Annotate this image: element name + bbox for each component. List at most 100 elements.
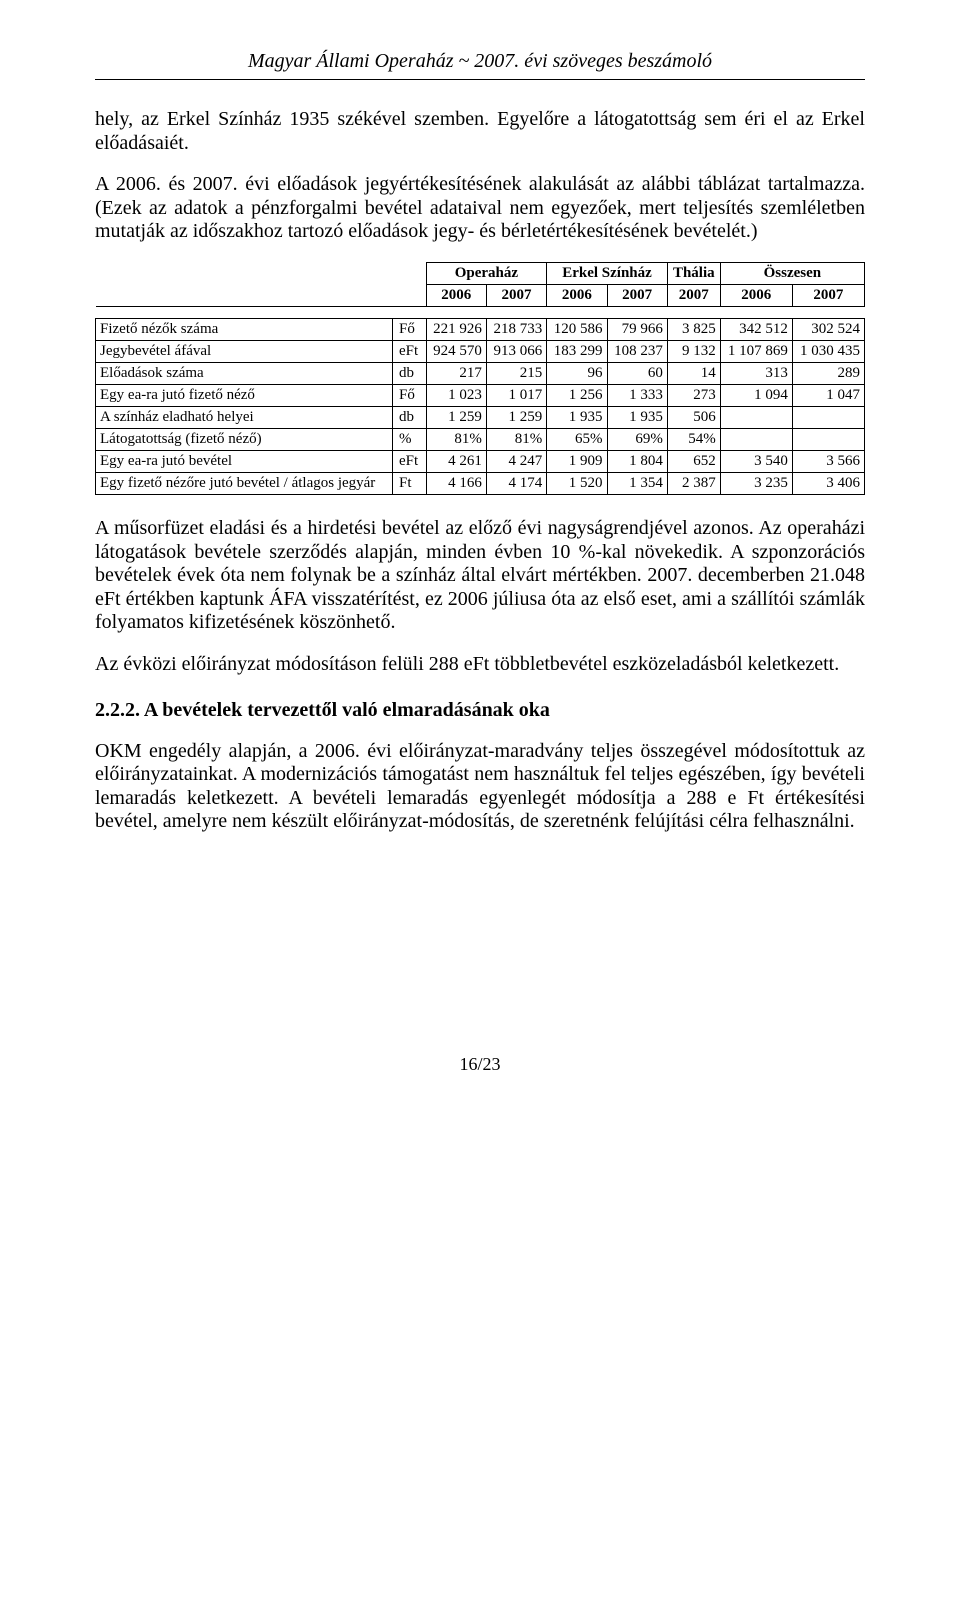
row-unit: % [392,428,426,450]
cell-value: 81% [486,428,546,450]
cell-value: 1 107 869 [720,340,792,362]
cell-value: 1 333 [607,384,667,406]
cell-value: 3 566 [792,450,864,472]
cell-value: 1 935 [547,406,607,428]
row-label: Fizető nézők száma [96,318,393,340]
table-row: Előadások száma db 217 215 96 60 14 313 … [96,362,865,384]
data-table: Operaház Erkel Színház Thália Összesen 2… [95,262,865,495]
col-group-osszesen: Összesen [720,262,864,284]
table-row: Látogatottság (fizető néző) % 81% 81% 65… [96,428,865,450]
cell-value: 1 259 [486,406,546,428]
cell-value: 2 387 [667,472,720,494]
cell-value: 217 [426,362,486,384]
paragraph-5: OKM engedély alapján, a 2006. évi előirá… [95,740,865,834]
cell-value: 79 966 [607,318,667,340]
cell-value: 1 354 [607,472,667,494]
row-unit: Ft [392,472,426,494]
col-group-erkel: Erkel Színház [547,262,668,284]
cell-value: 302 524 [792,318,864,340]
cell-value: 14 [667,362,720,384]
cell-value [792,406,864,428]
col-group-operahaz: Operaház [426,262,547,284]
year-header: 2007 [486,284,546,306]
cell-value: 506 [667,406,720,428]
year-header: 2007 [792,284,864,306]
cell-value: 221 926 [426,318,486,340]
table-year-header-row: 2006 2007 2006 2007 2007 2006 2007 [96,284,865,306]
cell-value: 1 017 [486,384,546,406]
cell-value: 9 132 [667,340,720,362]
year-header: 2006 [547,284,607,306]
paragraph-3: A műsorfüzet eladási és a hirdetési bevé… [95,517,865,635]
cell-value: 1 935 [607,406,667,428]
row-label: Jegybevétel áfával [96,340,393,362]
cell-value: 652 [667,450,720,472]
row-unit: Fő [392,318,426,340]
col-group-thalia: Thália [667,262,720,284]
cell-value: 1 047 [792,384,864,406]
page-header-title: Magyar Állami Operaház ~ 2007. évi szöve… [95,50,865,73]
section-heading: 2.2.2. A bevételek tervezettől való elma… [95,699,865,722]
row-label: A színház eladható helyei [96,406,393,428]
header-rule [95,79,865,80]
row-label: Egy ea-ra jutó fizető néző [96,384,393,406]
row-unit: eFt [392,450,426,472]
cell-value: 120 586 [547,318,607,340]
cell-value: 3 235 [720,472,792,494]
cell-value: 313 [720,362,792,384]
cell-value: 3 406 [792,472,864,494]
cell-value: 1 023 [426,384,486,406]
cell-value: 183 299 [547,340,607,362]
page-container: Magyar Állami Operaház ~ 2007. évi szöve… [0,0,960,1115]
cell-value: 3 540 [720,450,792,472]
table-group-header-row: Operaház Erkel Színház Thália Összesen [96,262,865,284]
row-unit: Fő [392,384,426,406]
cell-value [720,428,792,450]
year-header: 2007 [607,284,667,306]
cell-value: 1 520 [547,472,607,494]
row-label: Előadások száma [96,362,393,384]
cell-value: 4 174 [486,472,546,494]
cell-value: 4 261 [426,450,486,472]
cell-value [720,406,792,428]
row-unit: db [392,406,426,428]
table-row: Jegybevétel áfával eFt 924 570 913 066 1… [96,340,865,362]
row-label: Egy ea-ra jutó bevétel [96,450,393,472]
cell-value: 4 247 [486,450,546,472]
cell-value [792,428,864,450]
year-header: 2006 [426,284,486,306]
cell-value: 273 [667,384,720,406]
cell-value: 289 [792,362,864,384]
cell-value: 913 066 [486,340,546,362]
cell-value: 3 825 [667,318,720,340]
table-row: A színház eladható helyei db 1 259 1 259… [96,406,865,428]
cell-value: 342 512 [720,318,792,340]
table-row: Egy ea-ra jutó fizető néző Fő 1 023 1 01… [96,384,865,406]
cell-value: 4 166 [426,472,486,494]
cell-value: 1 256 [547,384,607,406]
cell-value: 215 [486,362,546,384]
table-row: Fizető nézők száma Fő 221 926 218 733 12… [96,318,865,340]
cell-value: 54% [667,428,720,450]
page-number: 16/23 [95,1054,865,1075]
year-header: 2006 [720,284,792,306]
table-row: Egy ea-ra jutó bevétel eFt 4 261 4 247 1… [96,450,865,472]
table-spacer-row [96,306,865,318]
cell-value: 924 570 [426,340,486,362]
row-label: Látogatottság (fizető néző) [96,428,393,450]
row-label: Egy fizető nézőre jutó bevétel / átlagos… [96,472,393,494]
cell-value: 1 804 [607,450,667,472]
cell-value: 96 [547,362,607,384]
cell-value: 218 733 [486,318,546,340]
cell-value: 81% [426,428,486,450]
row-unit: db [392,362,426,384]
cell-value: 1 259 [426,406,486,428]
cell-value: 1 909 [547,450,607,472]
year-header: 2007 [667,284,720,306]
row-unit: eFt [392,340,426,362]
paragraph-2: A 2006. és 2007. évi előadások jegyérték… [95,173,865,244]
cell-value: 69% [607,428,667,450]
cell-value: 1 030 435 [792,340,864,362]
cell-value: 65% [547,428,607,450]
table-row: Egy fizető nézőre jutó bevétel / átlagos… [96,472,865,494]
